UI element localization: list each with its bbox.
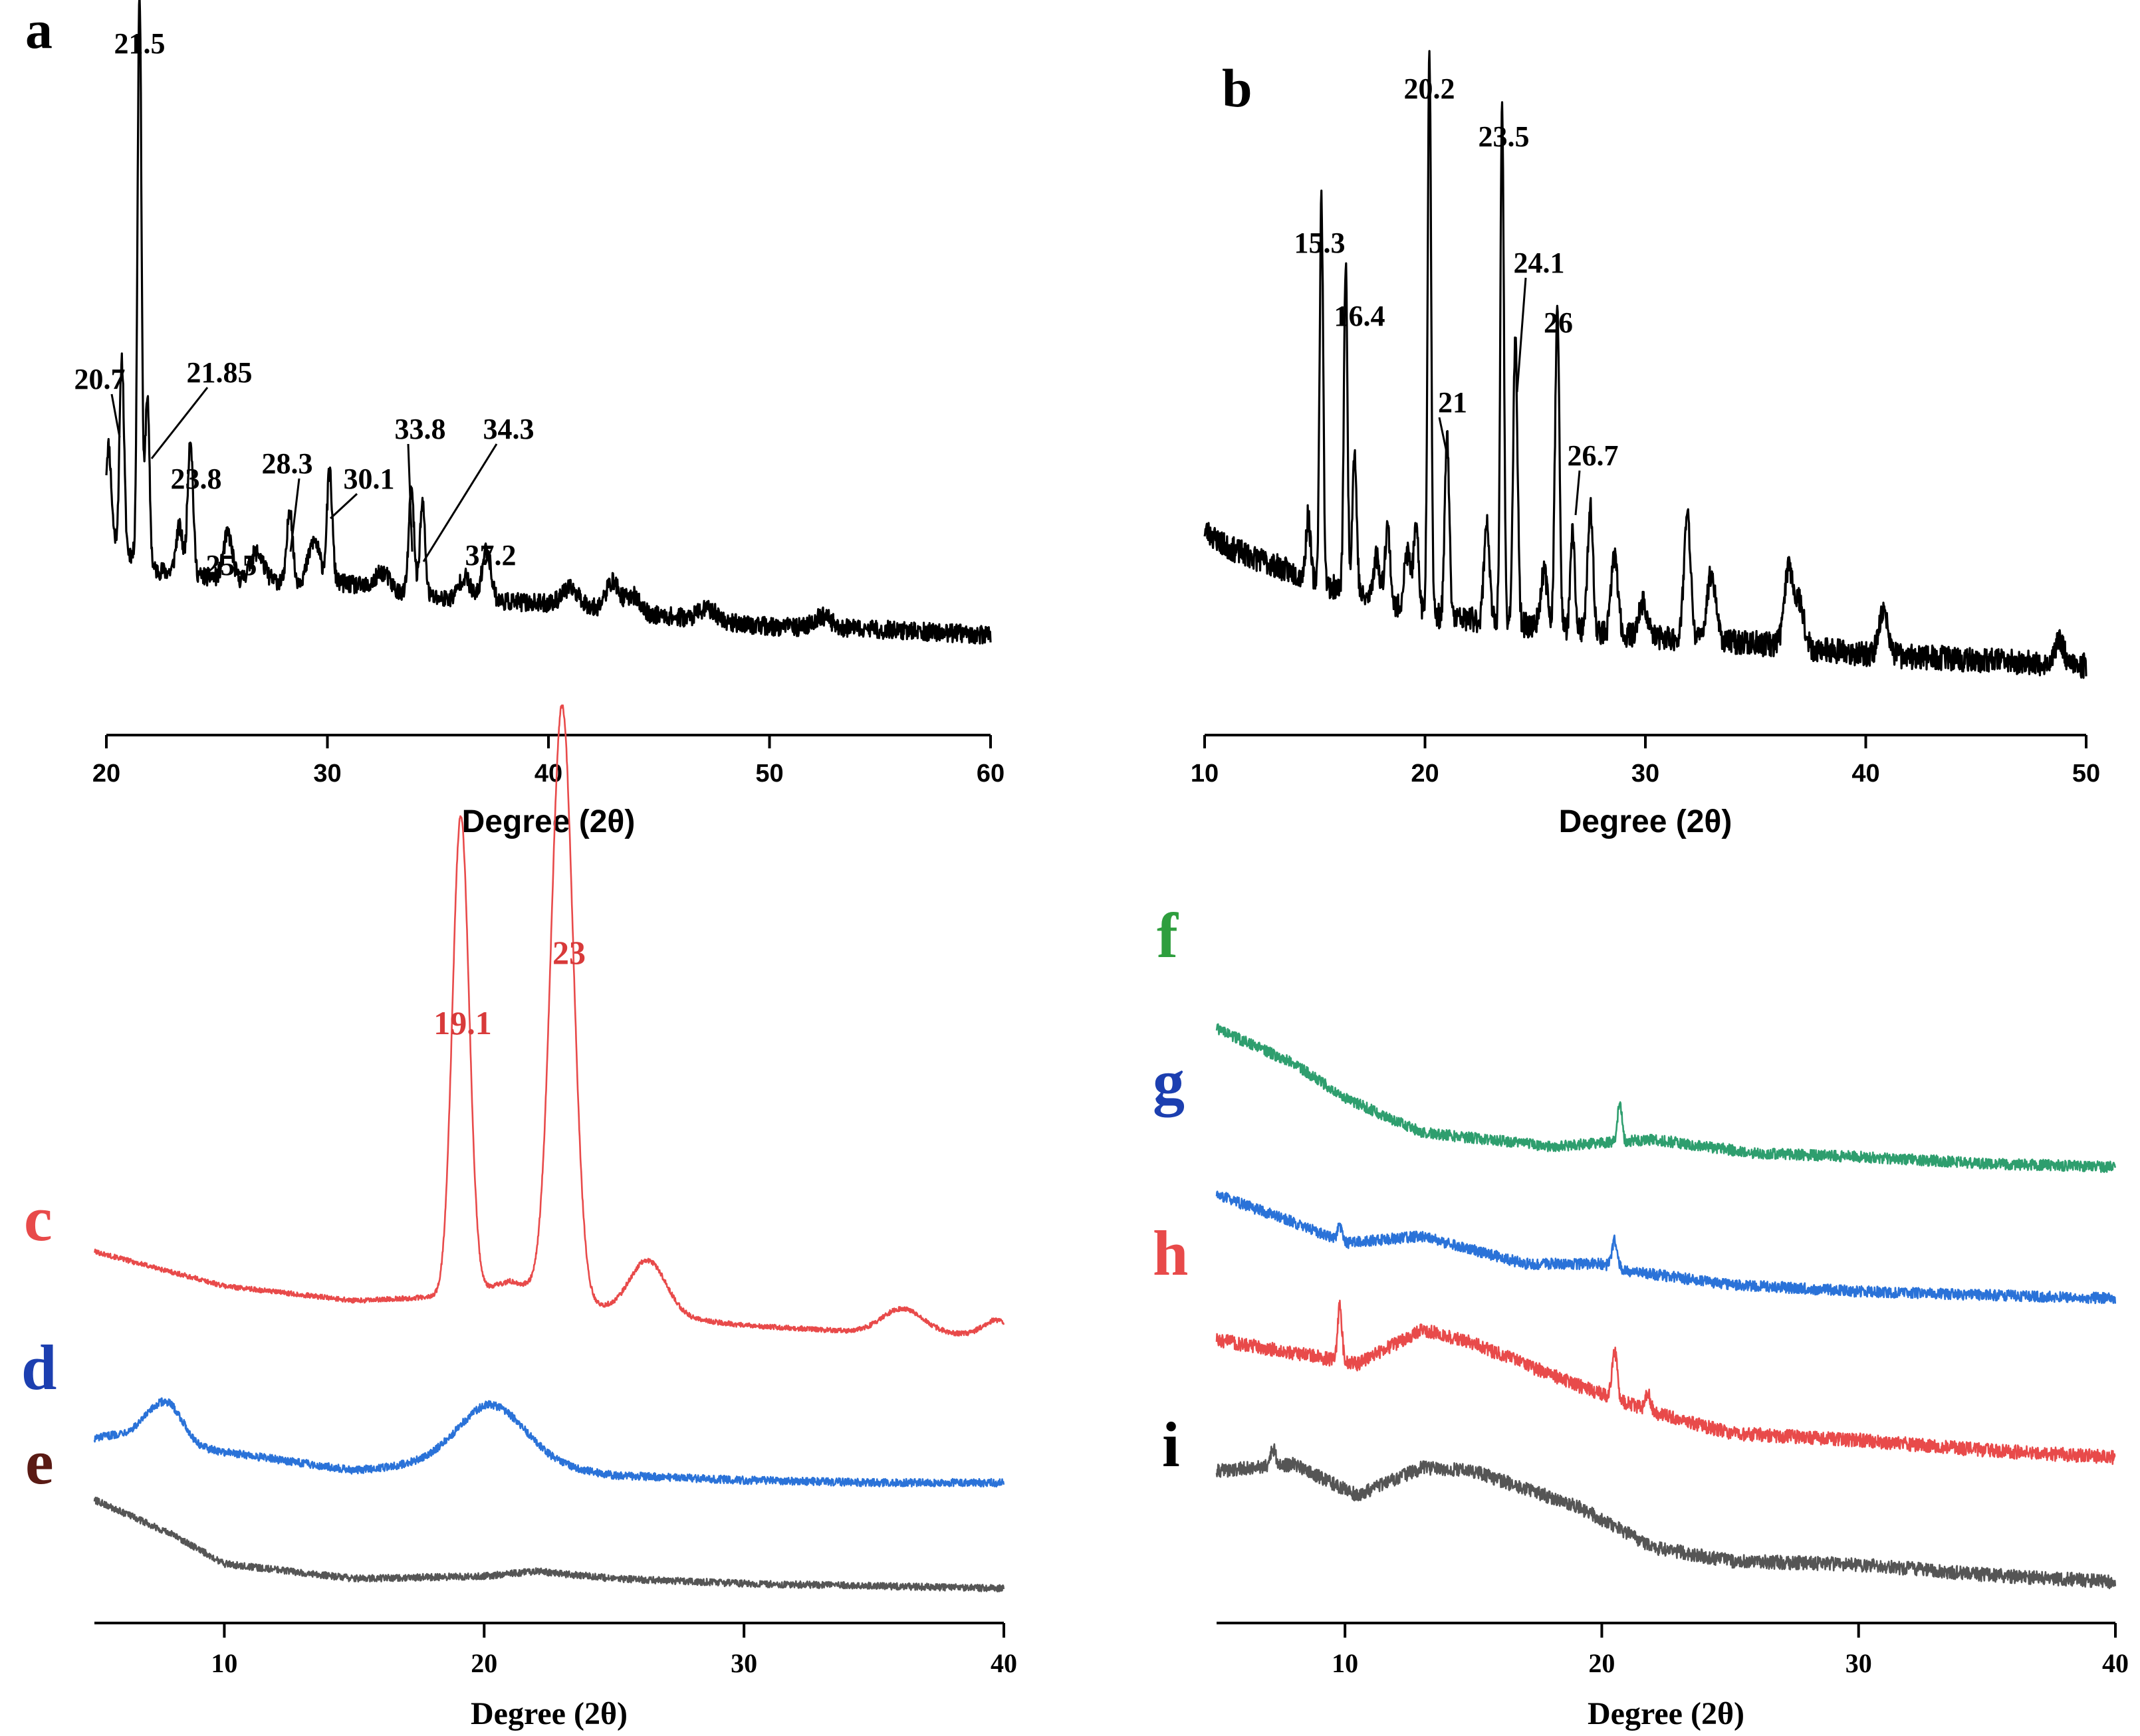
series-line-d [93, 1397, 1005, 1488]
x-tick-label: 20 [1411, 760, 1439, 788]
peak-leader-line [1438, 417, 1449, 459]
series-line-i [1215, 1443, 2117, 1590]
peak-leader-line [1516, 277, 1527, 393]
series-line-e [93, 1496, 1005, 1592]
peak-labels-a: 21.5 20.7 21.85 23.8 25.5 28.3 30.133.8 34.3 37.… [74, 27, 535, 582]
peak-leader-line [150, 387, 209, 459]
x-tick-label: 20 [471, 1648, 497, 1678]
x-tick-label: 40 [2102, 1648, 2129, 1678]
peak-label: 34.3 [483, 413, 535, 445]
series-lines-cde [93, 704, 1005, 1592]
series-line-b [1203, 50, 2087, 679]
series-lines-fghi [1215, 1023, 2117, 1590]
x-tick-label: 30 [731, 1648, 757, 1678]
series-line-h [1215, 1299, 2116, 1465]
x-ticks-a: 20 30 40 50 60 [92, 735, 1005, 788]
panel-a: a 20 30 40 50 60 21.5 20.7 21.85 23.8 25.5 28.3 30… [25, 0, 1005, 839]
peak-label: 19.1 [433, 1004, 492, 1041]
peak-labels-cde: 19.1 23 [433, 934, 586, 1041]
peak-leader-line [329, 492, 358, 520]
series-letter-d: d [21, 1332, 57, 1403]
peak-label: 23.8 [171, 463, 222, 495]
peak-label: 26.7 [1568, 439, 1619, 472]
peak-label: 21.5 [114, 27, 166, 60]
peak-label: 37.2 [465, 539, 517, 572]
series-letter-g: g [1153, 1046, 1185, 1117]
x-tick-label: 40 [1851, 760, 1879, 788]
x-tick-label: 10 [1332, 1648, 1358, 1678]
peak-label: 28.3 [262, 447, 313, 480]
peak-label: 21.85 [187, 356, 253, 389]
series-letter-e: e [25, 1426, 54, 1497]
series-line-a [105, 0, 992, 645]
peak-label: 20.7 [74, 363, 126, 395]
peak-leader-line [289, 478, 300, 552]
x-tick-label: 30 [313, 760, 341, 788]
x-tick-label: 50 [755, 760, 783, 788]
panel-fghi: f g h i 10 20 30 40 Degree (2θ) [1153, 900, 2129, 1731]
peak-label: 16.4 [1334, 300, 1385, 332]
panel-letter-a: a [25, 0, 53, 60]
x-tick-label: 40 [535, 760, 562, 788]
peak-leader-line [407, 443, 414, 552]
panel-b: b 10 20 30 40 50 20.2 23.5 15.3 16.4 24.1 26 21 26.… [1191, 50, 2100, 839]
x-tick-label: 30 [1631, 760, 1659, 788]
peak-label: 30.1 [344, 463, 395, 495]
series-letter-c: c [24, 1183, 53, 1254]
peak-label: 21 [1438, 386, 1467, 419]
peak-label: 23.5 [1479, 120, 1530, 153]
x-tick-label: 20 [1588, 1648, 1615, 1678]
x-tick-label: 40 [991, 1648, 1017, 1678]
x-ticks-b: 10 20 30 40 50 [1191, 735, 2100, 788]
peak-leader-line [1574, 470, 1581, 516]
x-tick-label: 30 [1845, 1648, 1872, 1678]
peak-label: 26 [1544, 306, 1573, 339]
peak-label: 23 [552, 934, 586, 971]
x-tick-label: 20 [92, 760, 120, 788]
peak-label: 15.3 [1294, 227, 1346, 259]
x-tick-label: 10 [211, 1648, 237, 1678]
x-tick-label: 60 [977, 760, 1005, 788]
x-axis-label-a: Degree (2θ) [462, 804, 636, 839]
x-tick-label: 50 [2072, 760, 2100, 788]
x-ticks-cde: 10 20 30 40 [211, 1623, 1017, 1678]
x-axis-label-cde: Degree (2θ) [471, 1696, 628, 1731]
peak-leader-line [422, 443, 498, 562]
series-letter-h: h [1153, 1218, 1188, 1289]
x-ticks-fghi: 10 20 30 40 [1332, 1623, 2129, 1678]
series-line-f [1215, 1023, 2117, 1173]
panel-letter-b: b [1222, 58, 1252, 118]
peak-label: 20.2 [1404, 72, 1455, 105]
panel-cde: c d e 10 20 30 40 19.1 23 Degree (2θ) [21, 704, 1017, 1731]
series-letter-f: f [1157, 900, 1179, 971]
x-axis-label-fghi: Degree (2θ) [1588, 1696, 1744, 1731]
peak-label: 24.1 [1514, 247, 1565, 279]
peak-leader-line [110, 393, 121, 438]
peak-label: 33.8 [395, 413, 446, 445]
series-letter-i: i [1162, 1409, 1180, 1480]
x-axis-label-b: Degree (2θ) [1559, 804, 1732, 839]
peak-label: 25.5 [206, 549, 257, 582]
x-tick-label: 10 [1191, 760, 1219, 788]
series-line-c [93, 704, 1005, 1337]
peak-labels-b: 20.2 23.5 15.3 16.4 24.1 26 21 26.7 [1294, 72, 1619, 516]
series-line-g [1215, 1190, 2117, 1305]
